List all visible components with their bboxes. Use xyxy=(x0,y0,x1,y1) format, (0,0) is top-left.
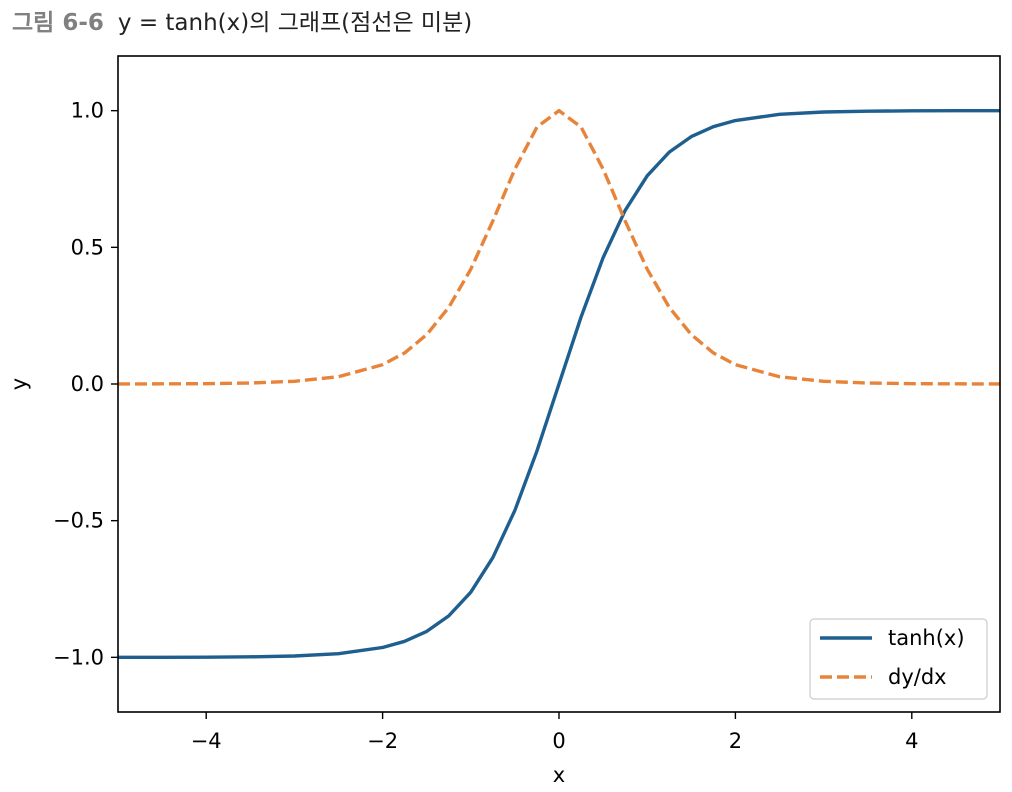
series-line-tanh xyxy=(117,108,1001,660)
y-tick-label: 0.0 xyxy=(71,372,104,396)
x-tick-label: −4 xyxy=(191,729,222,753)
y-tick-label: −1.0 xyxy=(53,645,104,669)
y-axis-title: y xyxy=(7,378,31,390)
figure-title: y = tanh(x)의 그래프(점선은 미분) xyxy=(117,10,473,36)
series-line-derivative xyxy=(117,108,1001,386)
x-tick-label: −2 xyxy=(367,729,398,753)
x-axis-title: x xyxy=(553,763,565,787)
legend: tanh(x) dy/dx xyxy=(809,618,988,700)
x-axis: −4 −2 0 2 4 xyxy=(191,712,918,753)
x-tick-label: 4 xyxy=(905,729,918,753)
figure-caption: 그림 6-6 y = tanh(x)의 그래프(점선은 미분) xyxy=(12,6,472,40)
series-layer xyxy=(117,108,1001,660)
legend-label-derivative: dy/dx xyxy=(888,665,947,689)
y-axis: −1.0 −0.5 0.0 0.5 1.0 xyxy=(53,99,118,669)
x-tick-label: 2 xyxy=(729,729,742,753)
figure-number: 그림 6-6 xyxy=(12,10,104,36)
x-tick-label: 0 xyxy=(552,729,565,753)
y-tick-label: −0.5 xyxy=(53,509,104,533)
y-tick-label: 1.0 xyxy=(71,99,104,123)
legend-label-tanh: tanh(x) xyxy=(888,626,965,650)
y-tick-label: 0.5 xyxy=(71,235,104,259)
